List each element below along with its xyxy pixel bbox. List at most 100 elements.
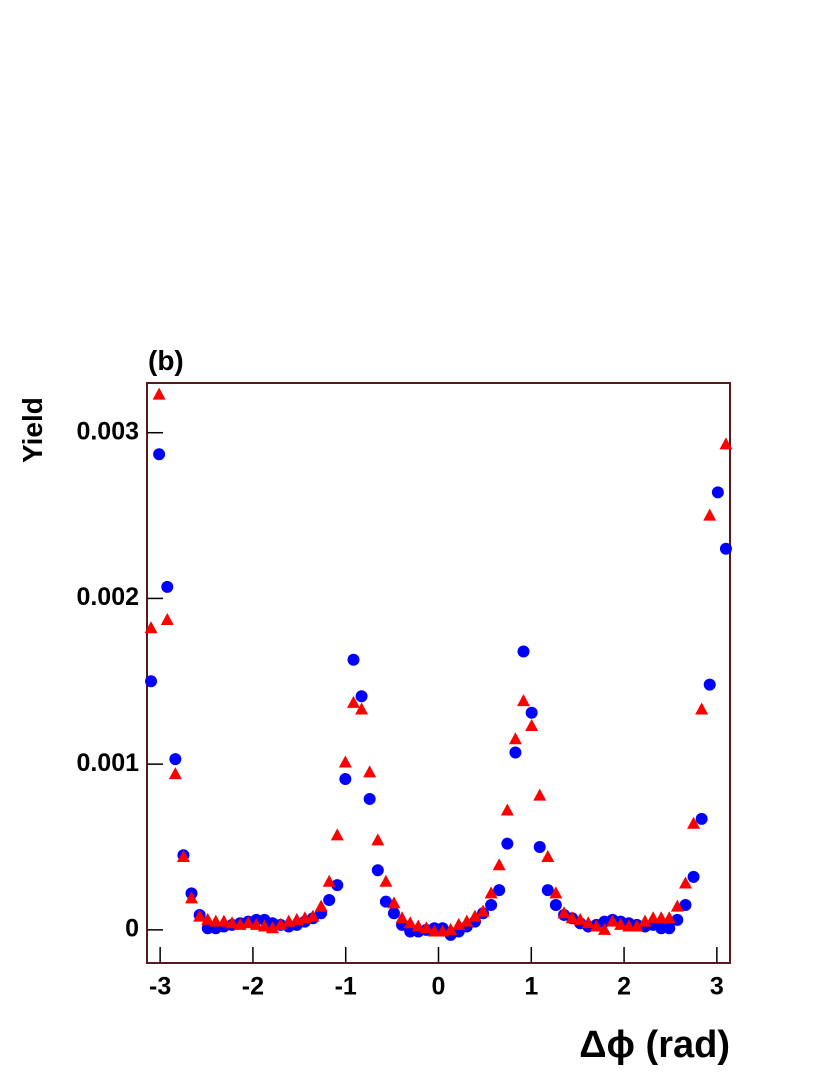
- triangle-point: [557, 906, 571, 919]
- circle-point: [379, 895, 392, 908]
- triangle-point: [241, 916, 255, 929]
- triangle-point: [363, 765, 377, 778]
- circle-point: [703, 678, 716, 691]
- circle-point: [687, 870, 700, 883]
- triangle-point: [589, 919, 603, 932]
- circle-point: [501, 837, 514, 850]
- circle-point: [145, 675, 158, 688]
- triangle-point: [452, 917, 466, 930]
- x-tick-label: -1: [335, 973, 357, 1001]
- circle-point: [387, 907, 400, 920]
- triangle-point: [185, 891, 199, 904]
- circle-point: [509, 746, 522, 759]
- triangle-point: [225, 916, 239, 929]
- circle-point: [161, 580, 174, 593]
- circle-point: [695, 812, 708, 825]
- triangle-point: [379, 874, 393, 887]
- x-tick-label: -3: [149, 973, 171, 1001]
- triangle-point: [411, 919, 425, 932]
- triangle-point: [160, 612, 174, 625]
- triangle-point: [516, 694, 530, 707]
- triangle-point: [565, 911, 579, 924]
- triangle-point: [419, 921, 433, 934]
- triangle-point: [719, 437, 733, 450]
- triangle-point: [662, 911, 676, 924]
- triangle-point: [371, 833, 385, 846]
- triangle-point: [695, 702, 709, 715]
- y-tick-label: 0.002: [76, 583, 139, 611]
- y-tick-label: 0: [125, 914, 139, 942]
- circle-point: [153, 448, 166, 461]
- circle-point: [363, 792, 376, 805]
- triangle-point: [144, 621, 158, 634]
- y-axis-label: Yield: [17, 397, 48, 463]
- circle-point: [169, 753, 182, 766]
- triangle-point: [427, 924, 441, 937]
- triangle-point: [322, 874, 336, 887]
- triangle-point: [257, 919, 271, 932]
- triangle-point: [330, 828, 344, 841]
- triangle-point: [266, 921, 280, 934]
- y-tick-label: 0.001: [76, 749, 139, 777]
- triangle-point: [274, 917, 288, 930]
- triangle-point: [581, 916, 595, 929]
- triangle-point: [525, 719, 539, 732]
- x-tick-label: 1: [524, 973, 538, 1001]
- triangle-point: [468, 909, 482, 922]
- circle-point: [525, 706, 538, 719]
- triangle-point: [201, 912, 215, 925]
- triangle-point: [249, 917, 263, 930]
- circle-point: [517, 645, 530, 658]
- circle-point: [663, 922, 676, 935]
- triangle-point: [508, 732, 522, 745]
- x-tick-label: -2: [242, 973, 264, 1001]
- triangle-point: [492, 858, 506, 871]
- triangle-point: [176, 849, 190, 862]
- chart-title: (b): [148, 345, 184, 376]
- triangle-point: [476, 904, 490, 917]
- triangle-point: [338, 755, 352, 768]
- triangle-point: [687, 816, 701, 829]
- triangle-point: [614, 917, 628, 930]
- x-tick-label: 0: [432, 973, 446, 1001]
- triangle-point: [541, 849, 555, 862]
- circle-point: [549, 899, 562, 911]
- circle-point: [323, 894, 336, 907]
- circle-point: [355, 690, 368, 703]
- triangle-point: [395, 911, 409, 924]
- plot-frame: [146, 382, 731, 964]
- circle-point: [711, 486, 724, 499]
- circle-point: [331, 879, 344, 892]
- x-tick-label: 3: [710, 973, 724, 1001]
- triangle-point: [533, 788, 547, 801]
- circle-point: [371, 864, 384, 877]
- triangle-point: [484, 886, 498, 899]
- circle-point: [339, 773, 352, 786]
- triangle-point: [314, 899, 328, 912]
- triangle-point: [460, 914, 474, 927]
- triangle-point: [355, 702, 369, 715]
- triangle-point: [168, 767, 182, 780]
- x-tick-label: 2: [617, 973, 631, 1001]
- circle-point: [493, 884, 506, 897]
- triangle-point: [703, 508, 717, 521]
- triangle-point: [217, 914, 231, 927]
- triangle-point: [678, 876, 692, 889]
- triangle-point: [606, 914, 620, 927]
- circle-point: [719, 542, 732, 555]
- triangle-point: [549, 886, 563, 899]
- circle-point: [485, 899, 498, 911]
- triangle-point: [306, 909, 320, 922]
- triangle-point: [387, 896, 401, 909]
- y-tick-label: 0.003: [76, 417, 139, 445]
- circle-point: [679, 899, 692, 911]
- triangle-point: [573, 912, 587, 925]
- triangle-point: [500, 803, 514, 816]
- circle-point: [533, 841, 546, 853]
- x-axis-label: Δϕ (rad): [579, 1024, 730, 1066]
- circle-point: [541, 884, 554, 897]
- circle-point: [347, 653, 360, 666]
- triangle-point: [638, 914, 652, 927]
